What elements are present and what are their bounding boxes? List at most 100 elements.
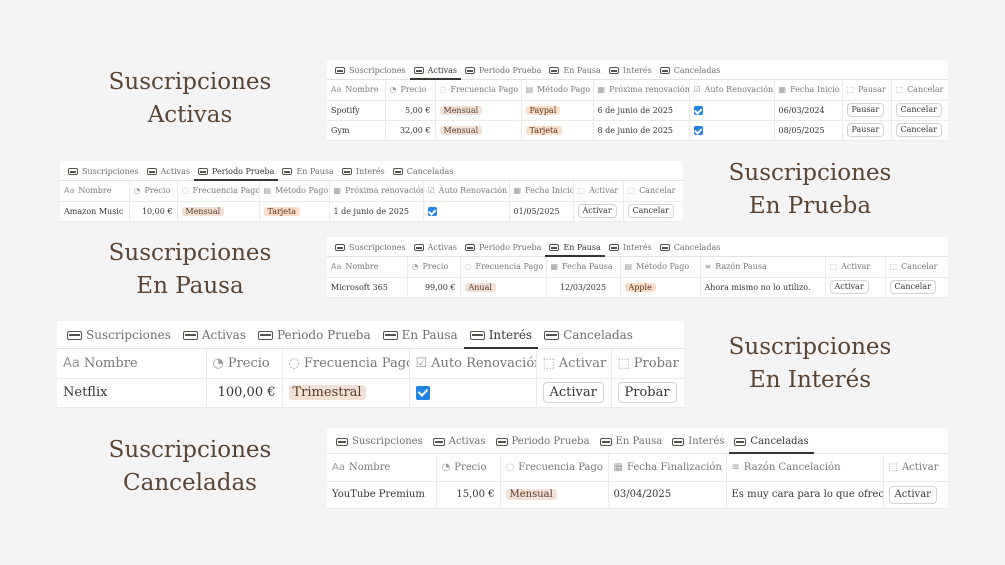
checkbox-checked[interactable]	[693, 105, 703, 115]
activar-button[interactable]: Activar	[542, 381, 604, 404]
cell-frecuencia[interactable]: Mensual	[435, 120, 522, 141]
column-header-precio[interactable]: ◔ Precio	[385, 80, 436, 101]
cell-frecuencia[interactable]: Mensual	[177, 201, 260, 222]
column-header-probar[interactable]: ⬚ Probar	[611, 349, 684, 379]
probar-button[interactable]: Probar	[617, 381, 677, 404]
tab-periodo-prueba[interactable]: Periodo Prueba	[461, 66, 545, 79]
checkbox-checked[interactable]	[693, 125, 703, 135]
column-header-fecha-inicio[interactable]: ▦ Fecha Inicio	[509, 181, 574, 202]
cell-precio[interactable]: 10,00 €	[129, 201, 178, 222]
cell-frecuencia[interactable]: Trimestral	[282, 378, 410, 408]
cell-nombre[interactable]: Spotify	[327, 100, 386, 121]
tab-canceladas[interactable]: Canceladas	[656, 66, 725, 79]
cancelar-button[interactable]: Cancelar	[895, 123, 942, 137]
tab-interes[interactable]: Interés	[605, 243, 656, 256]
tab-periodo-prueba[interactable]: Periodo Prueba	[491, 436, 595, 453]
column-header-activar[interactable]: ⬚ Activar	[883, 454, 948, 482]
tab-suscripciones[interactable]: Suscripciones	[331, 66, 410, 79]
tab-activas[interactable]: Activas	[143, 167, 194, 180]
tab-en-pausa[interactable]: En Pausa	[545, 243, 606, 257]
tab-en-pausa[interactable]: En Pausa	[377, 328, 464, 348]
tab-en-pausa[interactable]: En Pausa	[545, 66, 604, 79]
cell-precio[interactable]: 99,00 €	[407, 277, 461, 298]
cell-nombre[interactable]: Netflix	[57, 378, 207, 408]
cell-fecha-inicio[interactable]: 01/05/2025	[509, 201, 574, 222]
cell-fecha-inicio[interactable]: 08/05/2025	[774, 120, 843, 141]
tab-activas[interactable]: Activas	[177, 328, 252, 348]
column-header-metodo[interactable]: ▤ Método Pago	[259, 181, 330, 202]
cell-fecha-finalizacion[interactable]: 03/04/2025	[608, 481, 727, 509]
tab-activas[interactable]: Activas	[409, 66, 462, 80]
cell-nombre[interactable]: Microsoft 365	[327, 277, 408, 298]
column-header-fecha-pausa[interactable]: ▦ Fecha Pausa	[546, 257, 621, 278]
tab-periodo-prueba[interactable]: Periodo Prueba	[461, 243, 545, 256]
column-header-cancelar[interactable]: ⬚ Cancelar	[885, 257, 948, 278]
column-header-razon[interactable]: ≡ Razón Pausa	[700, 257, 826, 278]
column-header-razon[interactable]: ≡ Razón Cancelación	[726, 454, 884, 482]
cell-razon[interactable]: Ahora mismo no lo utilizo.	[700, 277, 826, 298]
column-header-nombre[interactable]: Aa Nombre	[327, 454, 437, 482]
column-header-activar[interactable]: ⬚ Activar	[536, 349, 612, 379]
column-header-precio[interactable]: ◔ Precio	[407, 257, 461, 278]
cell-nombre[interactable]: Amazon Music	[60, 201, 130, 222]
tab-canceladas[interactable]: Canceladas	[656, 243, 725, 256]
checkbox-checked[interactable]	[415, 385, 430, 400]
cell-frecuencia[interactable]: Mensual	[435, 100, 522, 121]
cancelar-button[interactable]: Cancelar	[895, 103, 942, 117]
activar-button[interactable]: Activar	[888, 485, 937, 504]
column-header-metodo[interactable]: ▤ Método Pago	[521, 80, 594, 101]
column-header-auto-renovacion[interactable]: ☑ Auto Renovación	[423, 181, 510, 202]
tab-interes[interactable]: Interés	[605, 66, 656, 79]
tab-periodo-prueba[interactable]: Periodo Prueba	[252, 328, 377, 348]
tab-activas[interactable]: Activas	[410, 243, 461, 256]
cell-frecuencia[interactable]: Anual	[460, 277, 547, 298]
column-header-frecuencia[interactable]: ◌ Frecuencia Pago	[500, 454, 609, 482]
cancelar-button[interactable]: Cancelar	[627, 204, 674, 218]
cell-precio[interactable]: 100,00 €	[206, 378, 283, 408]
column-header-fecha-inicio[interactable]: ▦ Fecha Inicio	[774, 80, 843, 101]
cell-metodo[interactable]: Paypal	[521, 100, 594, 121]
column-header-metodo[interactable]: ▤ Método Pago	[620, 257, 701, 278]
tab-suscripciones[interactable]: Suscripciones	[64, 167, 143, 180]
column-header-cancelar[interactable]: ⬚ Cancelar	[891, 80, 948, 101]
column-header-nombre[interactable]: Aa Nombre	[60, 181, 130, 202]
tab-interes[interactable]: Interés	[463, 328, 539, 349]
column-header-nombre[interactable]: Aa Nombre	[57, 349, 207, 379]
activar-button[interactable]: Activar	[577, 204, 617, 218]
cell-fecha-pausa[interactable]: 12/03/2025	[546, 277, 621, 298]
cell-metodo[interactable]: Tarjeta	[521, 120, 594, 141]
cell-frecuencia[interactable]: Mensual	[500, 481, 609, 509]
tab-interes[interactable]: Interés	[667, 436, 729, 453]
column-header-fecha-finalizacion[interactable]: ▦ Fecha Finalización	[608, 454, 727, 482]
tab-suscripciones[interactable]: Suscripciones	[331, 243, 410, 256]
tab-canceladas[interactable]: Canceladas	[389, 167, 458, 180]
tab-suscripciones[interactable]: Suscripciones	[61, 328, 177, 348]
cell-precio[interactable]: 32,00 €	[385, 120, 436, 141]
column-header-nombre[interactable]: Aa Nombre	[327, 80, 386, 101]
tab-suscripciones[interactable]: Suscripciones	[331, 436, 428, 453]
activar-button[interactable]: Activar	[829, 280, 869, 294]
cell-metodo[interactable]: Tarjeta	[259, 201, 330, 222]
column-header-auto-renovacion[interactable]: ☑ Auto Renovación	[409, 349, 537, 379]
column-header-cancelar[interactable]: ⬚ Cancelar	[623, 181, 683, 202]
tab-interes[interactable]: Interés	[338, 167, 389, 180]
column-header-frecuencia[interactable]: ◌ Frecuencia Pago	[460, 257, 547, 278]
column-header-precio[interactable]: ◔ Precio	[436, 454, 501, 482]
column-header-activar[interactable]: ⬚ Activar	[573, 181, 624, 202]
checkbox-checked[interactable]	[427, 206, 437, 216]
pausar-button[interactable]: Pausar	[846, 123, 885, 137]
tab-periodo-prueba[interactable]: Periodo Prueba	[194, 167, 279, 181]
pausar-button[interactable]: Pausar	[846, 103, 885, 117]
column-header-precio[interactable]: ◔ Precio	[129, 181, 178, 202]
column-header-precio[interactable]: ◔ Precio	[206, 349, 283, 379]
tab-canceladas[interactable]: Canceladas	[538, 328, 639, 348]
column-header-renovacion[interactable]: ▦ Próxima renovación	[329, 181, 424, 202]
cell-precio[interactable]: 5,00 €	[385, 100, 436, 121]
tab-en-pausa[interactable]: En Pausa	[278, 167, 337, 180]
column-header-auto-renovacion[interactable]: ☑ Auto Renovación	[689, 80, 775, 101]
column-header-frecuencia[interactable]: ◌ Frecuencia Pago	[177, 181, 260, 202]
cancelar-button[interactable]: Cancelar	[889, 280, 936, 294]
column-header-frecuencia[interactable]: ◌ Frecuencia Pago	[435, 80, 522, 101]
cell-metodo[interactable]: Apple	[620, 277, 701, 298]
cell-precio[interactable]: 15,00 €	[436, 481, 501, 509]
